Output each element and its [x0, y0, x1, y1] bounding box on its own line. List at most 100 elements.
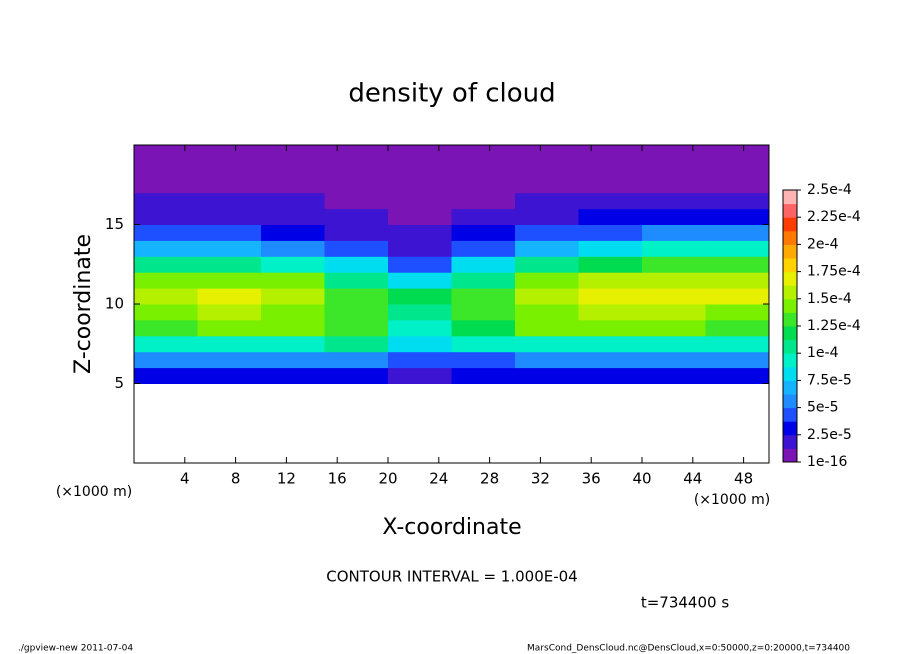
- colorbar-band: [783, 285, 797, 300]
- field-cell: [134, 176, 198, 194]
- field-cell: [324, 272, 389, 289]
- colorbar-band: [783, 394, 797, 409]
- field-cell: [451, 351, 516, 369]
- y-tick-label: 15: [105, 215, 124, 233]
- field-cell: [261, 288, 325, 305]
- field-cell: [197, 351, 262, 369]
- field-cell: [515, 145, 579, 162]
- field-cell: [515, 304, 579, 321]
- field-cell: [261, 208, 325, 225]
- x-tick-label: 48: [734, 470, 753, 488]
- field-cell: [451, 145, 516, 162]
- field-cell: [451, 335, 516, 353]
- field-cell: [451, 319, 516, 337]
- colorbar-band: [783, 298, 797, 313]
- field-cell: [388, 351, 452, 369]
- field-cell: [705, 208, 770, 225]
- x-tick-label: 36: [582, 470, 601, 488]
- field-cell: [642, 335, 706, 353]
- field-cell: [324, 176, 389, 194]
- field-cell: [578, 304, 643, 321]
- colorbar-label: 2e-4: [807, 236, 839, 252]
- field-cell: [515, 256, 579, 273]
- field-cell: [578, 367, 643, 384]
- field-cell: [197, 160, 262, 178]
- field-cell: [451, 367, 516, 384]
- field-cell: [515, 319, 579, 337]
- field-cell: [134, 351, 198, 369]
- field-cell: [134, 145, 198, 162]
- field-cell: [642, 224, 706, 241]
- x-tick-label: 4: [180, 470, 190, 488]
- field-cell: [324, 145, 389, 162]
- field-cell: [451, 160, 516, 178]
- time-label: t=734400 s: [641, 594, 729, 612]
- y-tick-label: 5: [114, 374, 124, 392]
- field-cell: [578, 176, 643, 194]
- x-tick-label: 20: [378, 470, 397, 488]
- field-cell: [134, 367, 198, 384]
- field-cell: [642, 160, 706, 178]
- field-cell: [642, 319, 706, 337]
- field-cell: [197, 176, 262, 194]
- field-cell: [324, 319, 389, 337]
- field-cell: [642, 256, 706, 273]
- x-tick-label: 12: [277, 470, 296, 488]
- field-cell: [261, 272, 325, 289]
- field-cell: [642, 176, 706, 194]
- field-cell: [134, 192, 198, 210]
- x-tick-label: 8: [231, 470, 241, 488]
- field-cell: [515, 335, 579, 353]
- field-cell: [705, 240, 770, 257]
- field-cell: [642, 192, 706, 210]
- field-cell: [388, 240, 452, 257]
- colorbar-band: [783, 326, 797, 341]
- field-cell: [578, 224, 643, 241]
- field-cell: [642, 351, 706, 369]
- footer-right: MarsCond_DensCloud.nc@DensCloud,x=0:5000…: [527, 644, 850, 654]
- field-cell: [261, 240, 325, 257]
- field-cell: [705, 160, 770, 178]
- field-cell: [261, 224, 325, 241]
- field-cell: [388, 288, 452, 305]
- field-cell: [134, 288, 198, 305]
- y-tick-label: 10: [105, 295, 124, 313]
- field-cell: [134, 208, 198, 225]
- x-unit: (×1000 m): [56, 484, 132, 500]
- field-cell: [134, 319, 198, 337]
- y-axis-label: Z-coordinate: [71, 234, 96, 374]
- field-cell: [451, 176, 516, 194]
- field-cell: [134, 160, 198, 178]
- field-cell: [451, 288, 516, 305]
- colorbar-band: [783, 421, 797, 436]
- colorbar-band: [783, 434, 797, 449]
- field-cell: [578, 335, 643, 353]
- field-cell: [197, 256, 262, 273]
- field-cell: [705, 288, 770, 305]
- footer-left: ./gpview-new 2011-07-04: [18, 644, 133, 654]
- colorbar-band: [783, 217, 797, 232]
- field-cell: [705, 319, 770, 337]
- field-cell: [705, 256, 770, 273]
- field-cell: [515, 367, 579, 384]
- field-cell: [515, 176, 579, 194]
- field-cell: [578, 272, 643, 289]
- field-cell: [261, 145, 325, 162]
- field-cell: [324, 224, 389, 241]
- field-cell: [197, 145, 262, 162]
- field-cell: [578, 160, 643, 178]
- field-cell: [642, 145, 706, 162]
- x-tick-label: 32: [531, 470, 550, 488]
- field-cell: [705, 351, 770, 369]
- field-cell: [642, 240, 706, 257]
- chart-title: density of cloud: [348, 79, 555, 109]
- field-cell: [134, 304, 198, 321]
- colorbar-label: 7.5e-5: [807, 372, 852, 388]
- field-cell: [515, 351, 579, 369]
- field-cell: [578, 192, 643, 210]
- colorbar-band: [783, 258, 797, 273]
- field-cell: [515, 272, 579, 289]
- field-cell: [705, 304, 770, 321]
- field-cell: [705, 335, 770, 353]
- field-cell: [324, 192, 389, 210]
